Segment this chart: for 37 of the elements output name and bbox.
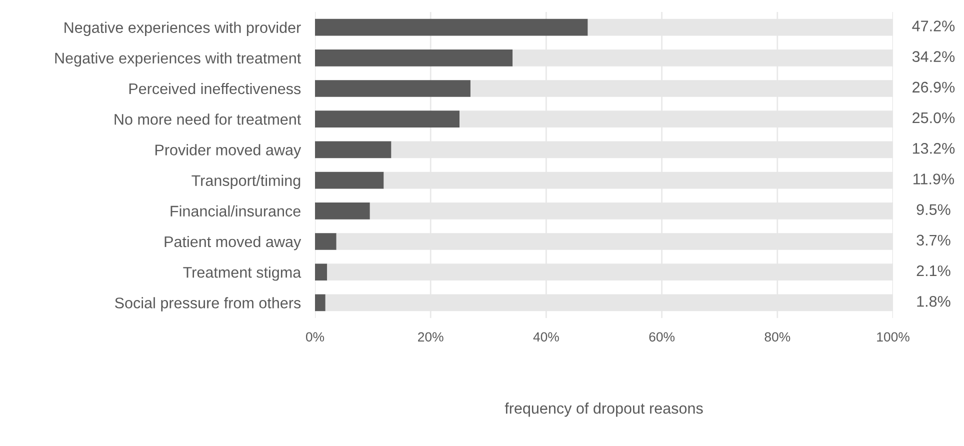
bar (315, 172, 384, 189)
data-label: 34.2% (912, 51, 955, 62)
data-label: 3.7% (916, 234, 950, 246)
data-label: 2.1% (916, 265, 950, 276)
bar (315, 110, 460, 128)
y-tick-label: Provider moved away (155, 144, 302, 158)
data-label: 25.0% (912, 112, 955, 124)
y-tick-label: Perceived ineffectiveness (129, 82, 301, 94)
data-label: 47.2% (912, 20, 955, 32)
x-tick-label: 60% (649, 332, 675, 342)
x-tick-label: 0% (306, 332, 324, 342)
x-tick-label: 100% (877, 332, 910, 342)
data-label: 1.8% (917, 296, 950, 307)
bar (315, 233, 336, 250)
bar (315, 264, 328, 281)
y-tick-label: Patient moved away (164, 236, 302, 250)
bar (315, 49, 513, 66)
bar (315, 202, 370, 220)
bar (315, 294, 326, 312)
data-label: 13.2% (912, 142, 955, 154)
data-label: 11.9% (914, 174, 954, 184)
y-tick-label: No more need for treatment (114, 114, 302, 125)
data-label: 26.9% (912, 82, 955, 93)
data-label: 9.5% (916, 204, 950, 215)
bar (315, 18, 588, 36)
x-tick-label: 40% (533, 332, 559, 342)
y-tick-label: Negative experiences with treatment (55, 52, 302, 67)
y-tick-label: Financial/insurance (170, 205, 300, 217)
y-tick-label: Treatment stigma (183, 266, 302, 281)
y-tick-label: Social pressure from others (115, 297, 301, 312)
y-tick-label: Negative experiences with provider (64, 22, 301, 36)
bar (315, 80, 470, 97)
bar (315, 141, 392, 158)
x-tick-label: 80% (764, 332, 790, 342)
x-tick-label: 20% (418, 332, 444, 342)
y-tick-label: Transport/timing (192, 174, 300, 190)
x-axis-title: frequency of dropout reasons (504, 402, 703, 417)
